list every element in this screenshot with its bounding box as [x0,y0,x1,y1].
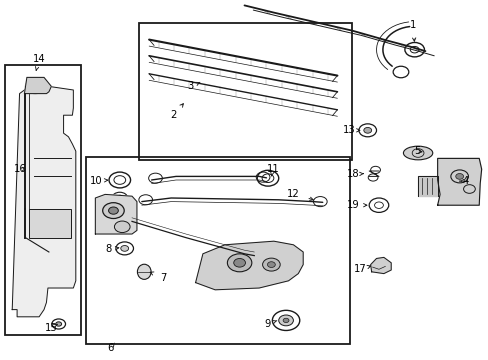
Polygon shape [95,194,137,234]
Text: 12: 12 [286,189,299,199]
Text: 4: 4 [462,176,468,186]
Text: 9: 9 [264,319,270,329]
Polygon shape [417,176,437,196]
Polygon shape [24,77,51,94]
Circle shape [56,322,61,326]
Circle shape [114,221,130,233]
Text: 6: 6 [106,343,113,354]
Bar [5,65,81,335]
Text: 13: 13 [342,125,355,135]
Circle shape [455,174,463,179]
Circle shape [102,203,124,219]
Ellipse shape [137,264,151,279]
Bar [85,157,349,344]
Text: 3: 3 [187,81,193,91]
Circle shape [121,246,128,251]
Circle shape [108,207,118,214]
Text: 11: 11 [266,164,279,174]
Text: 14: 14 [33,54,45,64]
Text: 15: 15 [45,323,58,333]
Text: 18: 18 [346,169,359,179]
Polygon shape [437,158,481,205]
Polygon shape [370,257,390,274]
Bar [139,23,351,160]
Text: 7: 7 [160,273,167,283]
Text: 16: 16 [14,164,27,174]
Circle shape [283,318,288,323]
Circle shape [278,315,293,326]
Text: 1: 1 [409,20,416,30]
Text: 19: 19 [346,200,359,210]
Circle shape [363,127,371,133]
Text: 8: 8 [105,244,111,254]
Text: 10: 10 [89,176,102,186]
Bar [29,209,71,238]
Ellipse shape [403,146,432,160]
Polygon shape [195,241,303,290]
Circle shape [262,258,280,271]
Polygon shape [12,83,76,317]
Circle shape [25,79,45,94]
Circle shape [31,84,39,89]
Circle shape [267,262,275,267]
Text: 17: 17 [353,264,366,274]
Text: 2: 2 [170,110,177,120]
Circle shape [233,258,245,267]
Circle shape [227,254,251,272]
Text: 5: 5 [413,146,420,156]
